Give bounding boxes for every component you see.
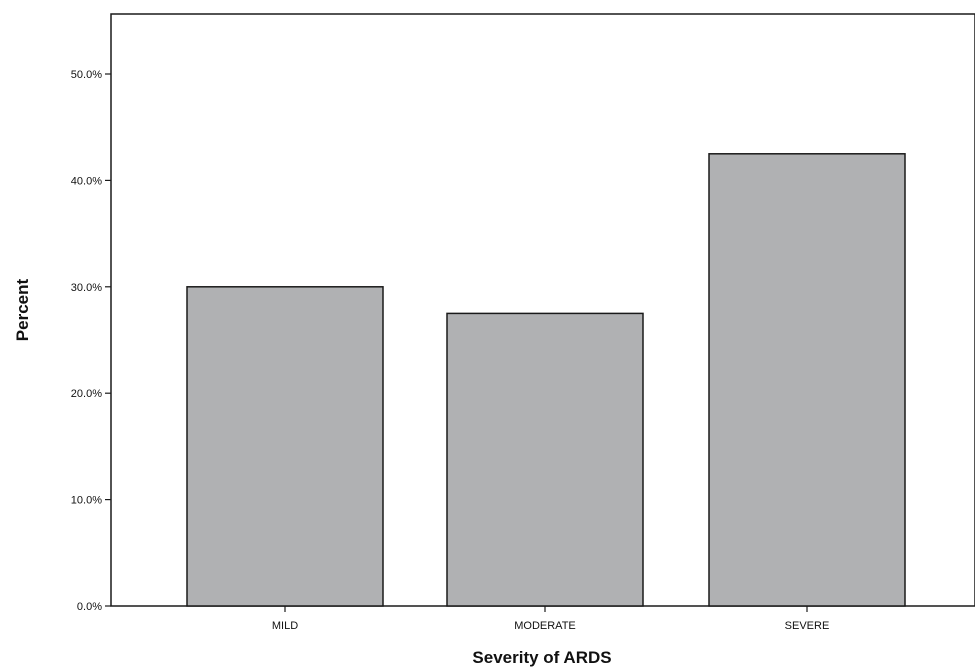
y-tick-label: 30.0% bbox=[71, 282, 102, 294]
y-axis: 0.0% 10.0% 20.0% 30.0% 40.0% 50.0% bbox=[71, 69, 111, 613]
y-axis-title: Percent bbox=[13, 278, 32, 341]
bar-moderate bbox=[446, 312, 644, 607]
y-tick-label: 50.0% bbox=[71, 69, 102, 81]
x-category-label: MODERATE bbox=[514, 620, 576, 632]
y-tick-label: 40.0% bbox=[71, 175, 102, 187]
y-tick-label: 10.0% bbox=[71, 495, 102, 507]
bar-severe bbox=[708, 153, 906, 607]
y-tick-label: 0.0% bbox=[77, 601, 102, 613]
x-axis-title: Severity of ARDS bbox=[472, 648, 611, 667]
x-category-label: SEVERE bbox=[785, 620, 830, 632]
x-category-label: MILD bbox=[272, 620, 298, 632]
x-axis: MILD MODERATE SEVERE bbox=[272, 606, 829, 632]
bar-mild bbox=[186, 286, 384, 607]
y-tick-label: 20.0% bbox=[71, 388, 102, 400]
